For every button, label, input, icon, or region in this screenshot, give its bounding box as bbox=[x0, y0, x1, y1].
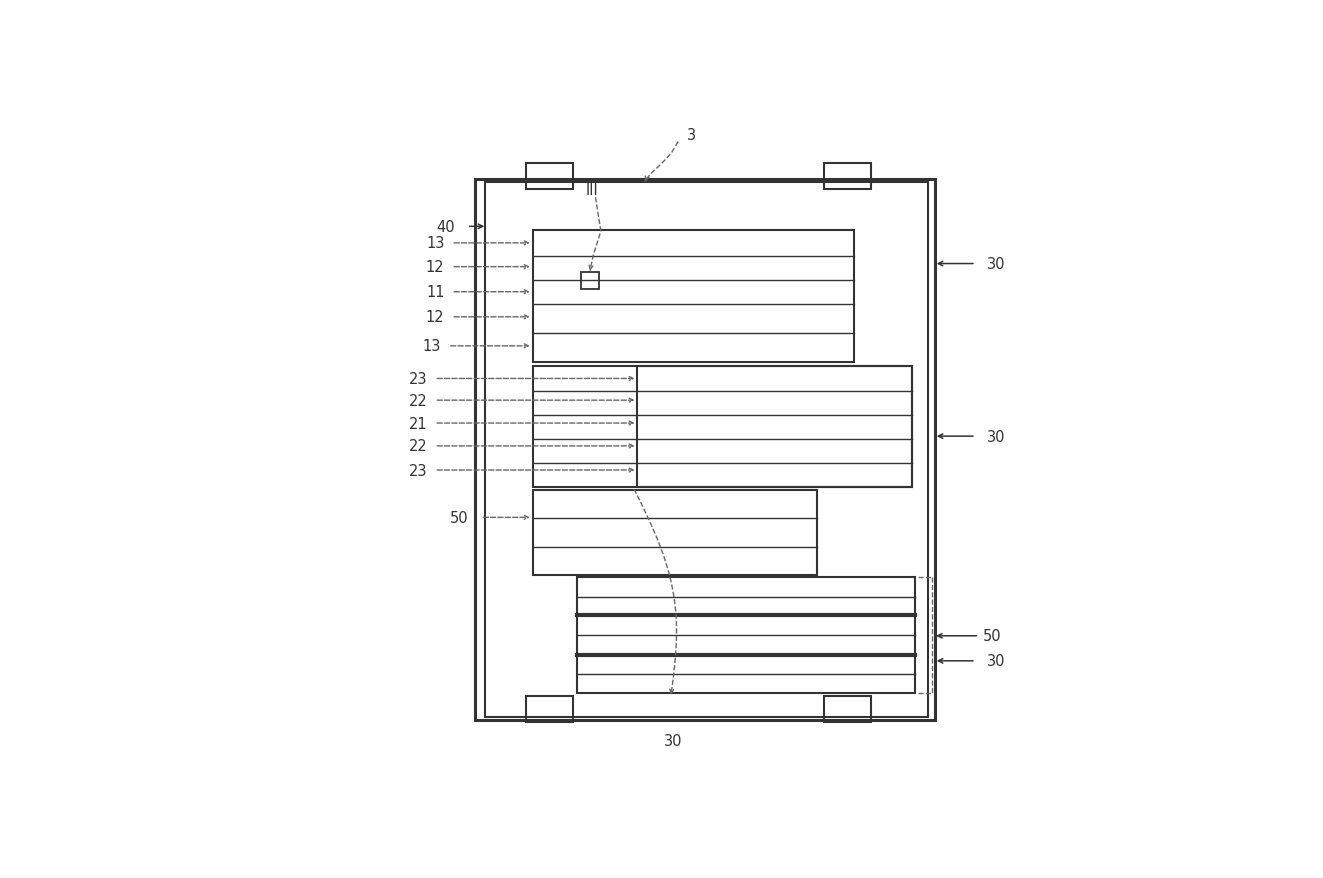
Bar bbox=[533, 230, 855, 363]
Text: 30: 30 bbox=[987, 256, 1005, 271]
Bar bbox=[475, 180, 935, 721]
Bar bbox=[638, 367, 912, 487]
Text: 11: 11 bbox=[426, 284, 445, 300]
Text: 21: 21 bbox=[409, 416, 427, 431]
Text: 12: 12 bbox=[426, 260, 445, 275]
Text: 30: 30 bbox=[987, 429, 1005, 444]
Text: 22: 22 bbox=[409, 439, 427, 454]
Text: 13: 13 bbox=[426, 236, 445, 251]
Text: 13: 13 bbox=[423, 339, 441, 354]
Text: 50: 50 bbox=[983, 629, 1002, 644]
Text: 23: 23 bbox=[409, 371, 427, 386]
Text: 3: 3 bbox=[687, 128, 696, 143]
Bar bbox=[577, 577, 916, 694]
Bar bbox=[823, 164, 871, 190]
Bar bbox=[581, 272, 599, 290]
Text: III: III bbox=[586, 183, 598, 198]
Bar bbox=[486, 184, 929, 717]
Bar bbox=[823, 696, 871, 722]
Text: 30: 30 bbox=[987, 653, 1005, 668]
Text: 23: 23 bbox=[409, 463, 427, 478]
Text: 30: 30 bbox=[664, 733, 683, 748]
Text: 50: 50 bbox=[450, 510, 468, 525]
Bar bbox=[525, 164, 573, 190]
Text: 12: 12 bbox=[426, 310, 445, 325]
Bar bbox=[533, 490, 816, 575]
Text: 22: 22 bbox=[409, 393, 427, 408]
Bar bbox=[533, 367, 912, 487]
Text: 40: 40 bbox=[437, 220, 455, 234]
Bar bbox=[525, 696, 573, 722]
